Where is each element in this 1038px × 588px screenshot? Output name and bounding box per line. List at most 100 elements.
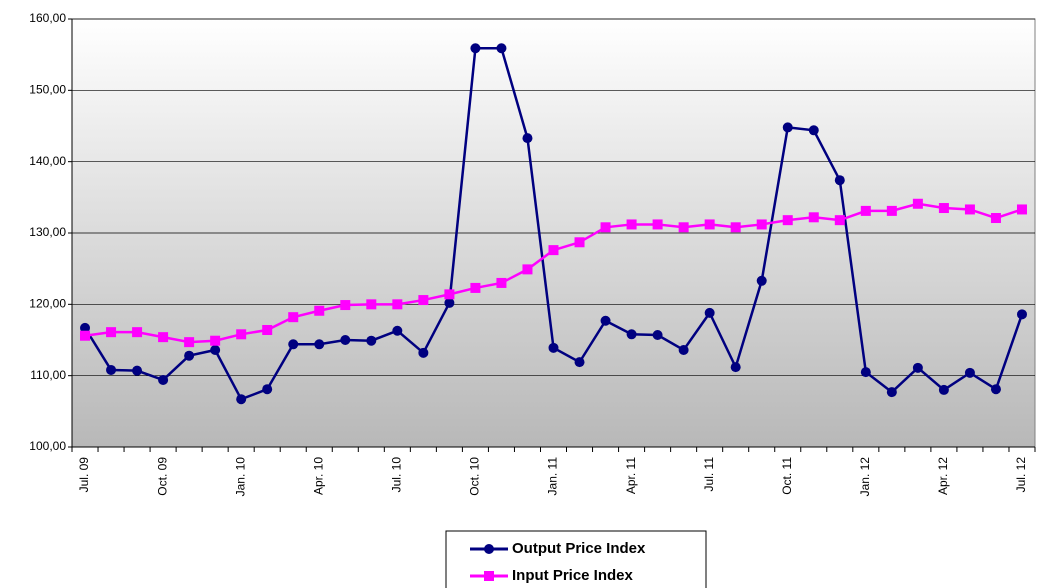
data-point	[262, 325, 273, 336]
data-point	[834, 175, 845, 186]
data-point	[314, 305, 325, 316]
data-point	[964, 367, 975, 378]
legend-marker	[484, 571, 494, 581]
data-point	[132, 327, 143, 338]
x-tick-label: Jul. 10	[390, 457, 404, 493]
data-point	[652, 219, 663, 230]
legend-label: Input Price Index	[512, 567, 634, 584]
data-point	[912, 362, 923, 373]
data-point	[80, 322, 91, 333]
x-tick-label: Oct. 11	[780, 457, 794, 495]
x-tick-label: Oct. 10	[468, 457, 482, 496]
data-point	[106, 364, 117, 375]
data-point	[132, 365, 143, 376]
data-point	[782, 215, 793, 226]
data-point	[730, 362, 741, 373]
data-point	[288, 339, 299, 350]
data-point	[808, 212, 819, 223]
data-point	[210, 344, 221, 355]
legend-label: Output Price Index	[512, 540, 646, 557]
data-point	[444, 297, 455, 308]
data-point	[210, 335, 221, 346]
data-point	[1016, 309, 1027, 320]
data-point	[990, 213, 1001, 224]
data-point	[496, 277, 507, 288]
data-point	[262, 384, 273, 395]
data-point	[964, 204, 975, 215]
data-point	[236, 329, 247, 340]
x-tick-label: Apr. 12	[936, 457, 950, 495]
data-point	[886, 387, 897, 398]
data-point	[392, 299, 403, 310]
data-point	[470, 282, 481, 293]
data-point	[184, 337, 195, 348]
data-point	[418, 295, 429, 306]
data-point	[340, 300, 351, 311]
data-point	[366, 335, 377, 346]
x-tick-label: Jan. 11	[546, 457, 560, 496]
data-point	[626, 219, 637, 230]
data-point	[548, 245, 559, 256]
x-tick-label: Jul. 12	[1014, 457, 1028, 493]
y-tick-label: 100,00	[29, 439, 66, 453]
legend: Output Price Index Input Price Index	[445, 530, 707, 588]
y-tick-label: 150,00	[29, 83, 66, 97]
data-point	[756, 275, 767, 286]
data-point	[392, 325, 403, 336]
data-point	[80, 330, 91, 341]
data-point	[912, 198, 923, 209]
data-point	[314, 339, 325, 350]
data-point	[496, 43, 507, 54]
data-point	[678, 344, 689, 355]
x-tick-label: Apr. 11	[624, 457, 638, 494]
data-point	[470, 43, 481, 54]
data-point	[860, 205, 871, 216]
data-point	[184, 350, 195, 361]
x-tick-label: Jul. 09	[77, 457, 91, 493]
data-point	[106, 327, 117, 338]
data-point	[782, 122, 793, 133]
data-point	[938, 384, 949, 395]
x-tick-label: Jan. 12	[858, 457, 872, 497]
data-point	[730, 222, 741, 233]
data-point	[444, 289, 455, 300]
x-tick-label: Jul. 11	[702, 457, 716, 492]
data-point	[158, 332, 169, 343]
y-tick-label: 130,00	[29, 225, 66, 239]
data-point	[574, 357, 585, 368]
x-tick-label: Oct. 09	[155, 457, 169, 496]
data-point	[600, 222, 611, 233]
data-point	[522, 264, 533, 275]
data-point	[834, 215, 845, 226]
data-point	[678, 222, 689, 233]
data-point	[548, 342, 559, 353]
data-point	[626, 329, 637, 340]
data-point	[366, 299, 377, 310]
data-point	[1016, 204, 1027, 215]
data-point	[158, 374, 169, 385]
data-point	[756, 219, 767, 230]
y-tick-label: 140,00	[29, 154, 66, 168]
data-point	[938, 203, 949, 214]
data-point	[886, 205, 897, 216]
data-point	[340, 335, 351, 345]
data-point	[652, 330, 663, 341]
x-tick-label: Jan. 10	[233, 457, 247, 497]
data-point	[288, 312, 299, 323]
data-point	[990, 384, 1001, 395]
legend-marker	[484, 544, 494, 554]
y-tick-label: 120,00	[29, 297, 66, 311]
data-point	[600, 315, 611, 326]
data-point	[574, 237, 585, 248]
data-point	[418, 347, 429, 358]
data-point	[704, 307, 715, 318]
data-point	[236, 394, 247, 405]
data-point	[808, 125, 819, 136]
data-point	[860, 367, 871, 378]
y-tick-label: 160,00	[29, 11, 66, 25]
data-point	[522, 133, 533, 144]
y-tick-label: 110,00	[30, 368, 66, 382]
data-point	[704, 219, 715, 230]
x-tick-label: Apr. 10	[311, 457, 325, 495]
